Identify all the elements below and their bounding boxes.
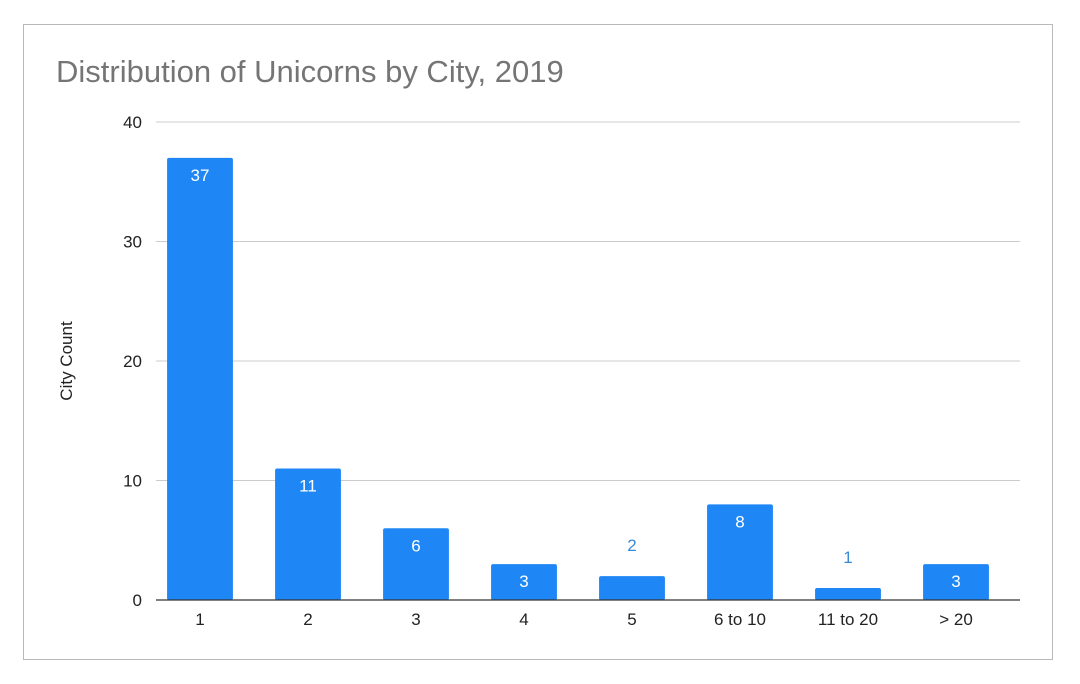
- bar: [599, 576, 665, 600]
- bar-value-label: 11: [299, 477, 317, 496]
- gridlines: [156, 121, 1020, 481]
- x-tick-label: 11 to 20: [818, 610, 878, 629]
- x-tick-label: 6 to 10: [714, 610, 766, 629]
- bar: [167, 157, 233, 600]
- x-tick-label: 4: [519, 610, 528, 629]
- y-tick-label: 20: [123, 352, 142, 371]
- x-tick-label: 1: [195, 610, 204, 629]
- x-tick-label: 5: [627, 610, 636, 629]
- bar-value-label: 1: [843, 548, 852, 567]
- bar: [383, 528, 449, 600]
- bar-value-label: 2: [627, 536, 636, 555]
- bar: [707, 504, 773, 600]
- y-tick-label: 40: [123, 113, 142, 132]
- bar-value-label: 6: [411, 536, 420, 555]
- bar-value-label: 3: [519, 572, 528, 591]
- chart-title: Distribution of Unicorns by City, 2019: [56, 54, 564, 89]
- bar: [815, 588, 881, 600]
- y-tick-label: 0: [133, 591, 142, 610]
- bar: [275, 468, 341, 600]
- bars: 37 11 6 3 2 8 1 3: [167, 157, 989, 600]
- x-tick-label: 2: [303, 610, 312, 629]
- y-tick-label: 10: [123, 472, 142, 491]
- y-axis-ticks: 0 10 20 30 40: [123, 113, 142, 610]
- y-tick-label: 30: [123, 233, 142, 252]
- x-tick-label: 3: [411, 610, 420, 629]
- bar: [923, 564, 989, 600]
- x-tick-label: > 20: [939, 610, 973, 629]
- bar: [491, 564, 557, 600]
- bar-value-label: 8: [735, 512, 744, 531]
- bar-value-label: 37: [191, 166, 210, 185]
- y-axis-title: City Count: [57, 321, 76, 401]
- bar-value-label: 3: [951, 572, 960, 591]
- x-axis-ticks: 1 2 3 4 5 6 to 10 11 to 20 > 20: [195, 610, 973, 629]
